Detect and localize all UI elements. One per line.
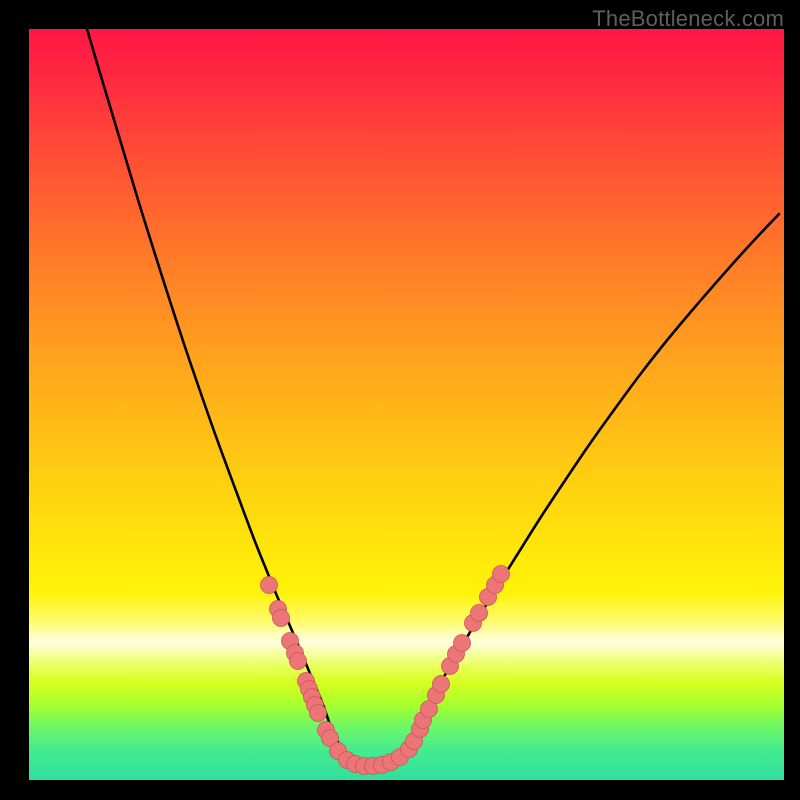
data-dot <box>307 697 324 714</box>
chart-svg <box>29 29 784 780</box>
data-dot <box>471 605 488 622</box>
data-dot <box>454 635 471 652</box>
data-dot <box>428 687 445 704</box>
left-curve <box>87 29 329 722</box>
data-dot <box>287 645 304 662</box>
data-dot <box>383 754 400 771</box>
data-dot <box>356 758 373 775</box>
data-dot <box>318 722 335 739</box>
data-dot <box>412 721 429 738</box>
data-dot <box>304 689 321 706</box>
data-dot <box>442 658 459 675</box>
dots-layer <box>261 566 510 775</box>
trough-curve <box>329 722 422 766</box>
data-dot <box>392 749 409 766</box>
data-dot <box>374 757 391 774</box>
data-dot <box>322 730 339 747</box>
data-dot <box>261 577 278 594</box>
data-dot <box>310 705 327 722</box>
data-dot <box>480 589 497 606</box>
data-dot <box>273 610 290 627</box>
data-dot <box>448 646 465 663</box>
data-dot <box>347 756 364 773</box>
data-dot <box>282 633 299 650</box>
data-dot <box>339 752 356 769</box>
plot-area <box>29 29 784 780</box>
data-dot <box>290 653 307 670</box>
data-dot <box>433 676 450 693</box>
watermark-text: TheBottleneck.com <box>592 6 784 32</box>
gradient-background <box>29 29 784 780</box>
data-dot <box>465 615 482 632</box>
plot-inner <box>29 29 784 780</box>
data-dot <box>421 701 438 718</box>
data-dot <box>401 741 418 758</box>
data-dot <box>298 673 315 690</box>
data-dot <box>406 733 423 750</box>
data-dot <box>301 681 318 698</box>
data-dot <box>365 758 382 775</box>
data-dot <box>493 566 510 583</box>
data-dot <box>270 601 287 618</box>
data-dot <box>415 712 432 729</box>
data-dot <box>330 743 347 760</box>
right-curve <box>419 214 779 722</box>
data-dot <box>487 577 504 594</box>
